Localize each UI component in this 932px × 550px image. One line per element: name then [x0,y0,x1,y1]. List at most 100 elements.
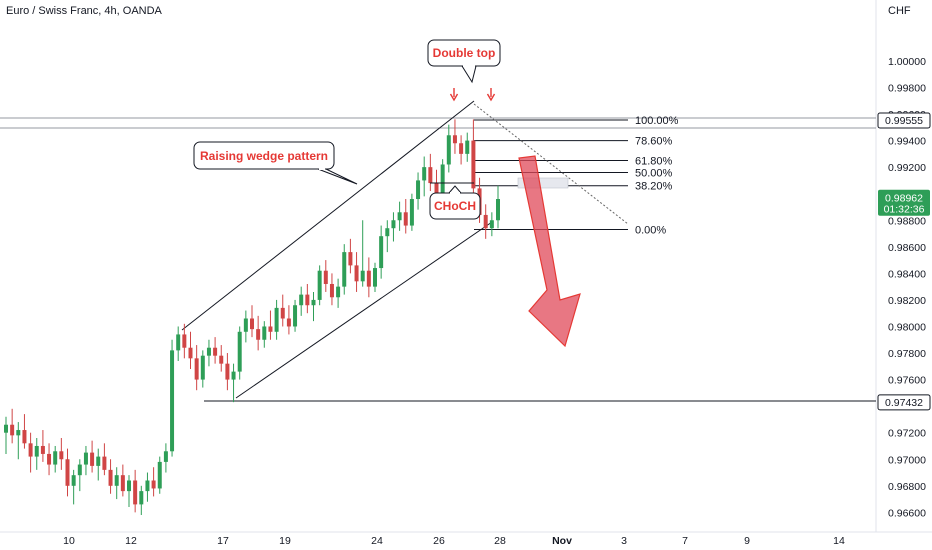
wedge-label: Raising wedge pattern [200,149,328,163]
candle-body [182,334,187,348]
y-tick-label: 0.96600 [888,507,926,519]
y-tick-label: 0.97600 [888,375,926,387]
double-top-label: Double top [433,46,496,60]
candle-body [34,445,39,457]
candle-body [483,214,488,229]
level-price-badge [877,112,931,129]
candle-body [83,452,88,465]
candle-body [206,347,211,356]
x-tick-label: 26 [433,535,445,547]
candle-body [323,270,328,284]
candle-body [385,228,390,237]
candle-body [28,443,33,457]
fib-highlight-zone [517,177,569,189]
candle-body [139,491,144,505]
double-top-callout[interactable]: Double top [427,39,501,84]
choch-label: CHoCH [434,199,476,213]
candle-body [293,305,298,327]
y-tick-label: 0.98200 [888,295,926,307]
x-tick-label: 10 [63,535,75,547]
candle-body [188,347,193,359]
candle-body [471,140,476,189]
candle-body [90,452,95,466]
candle-body [428,167,433,184]
candle-body [409,199,414,226]
x-tick-label: 12 [125,535,137,547]
candle-body [391,220,396,229]
candle-body [317,270,322,300]
candle-body [219,355,224,364]
y-tick-label: 0.99400 [888,136,926,148]
candle-body [225,363,230,380]
candle-body [434,183,439,194]
current-price-label: 0.98962 [885,193,923,205]
candle-body [268,326,273,332]
candle-body [329,283,334,298]
y-tick-label: 1.00000 [888,56,926,68]
candle-body [176,334,181,351]
candle-body [262,326,267,340]
candle-body [108,469,113,486]
double-top-arrow-left-icon [449,88,459,102]
candle-body [452,135,457,144]
fib-level-label: 100.00% [635,115,679,127]
candle-body [299,294,304,306]
wedge-upper-line[interactable] [181,100,475,331]
candle-body [379,236,384,269]
candle-body [77,464,82,476]
candle-body [243,318,248,332]
candle-body [422,167,427,181]
horizontal-levels [0,117,876,129]
candle-body [256,329,261,340]
candle-body [237,331,242,372]
candlestick-series [4,119,500,516]
x-tick-label: 28 [494,535,506,547]
candle-body [200,355,205,380]
candle-body [366,270,371,287]
candle-body [459,143,464,154]
x-tick-label: 7 [682,535,688,547]
candle-body [342,252,347,287]
x-tick-label: 14 [833,535,845,547]
candle-body [10,424,15,436]
candle-body [280,307,285,319]
currency-label: CHF [888,5,911,17]
level-price-label: 0.99555 [885,115,923,127]
candle-body [446,135,451,165]
candle-body [71,475,76,486]
wedge-callout[interactable]: Raising wedge pattern [193,141,358,185]
x-tick-label: 3 [621,535,627,547]
fib-level-label: 50.00% [635,167,673,179]
candle-body [127,480,131,492]
candle-body [440,164,445,194]
candle-body [4,424,8,433]
y-tick-label: 0.97200 [888,428,926,440]
candle-body [40,445,45,454]
y-tick-label: 0.98600 [888,242,926,254]
fib-trend-line [473,103,629,225]
candle-body [496,199,500,221]
candle-body [47,453,52,465]
time-axis[interactable]: 10 12 17 19 24 26 28 Nov 3 7 9 14 [63,535,845,547]
y-tick-label: 0.97000 [888,454,926,466]
candle-body [354,265,359,282]
x-tick-label: 19 [279,535,291,547]
fib-level-label: 78.60% [635,136,673,148]
candle-body [194,358,199,380]
candle-body [274,307,279,332]
candle-body [336,286,341,298]
y-tick-label: 0.99200 [888,162,926,174]
y-tick-label: 0.97800 [888,348,926,360]
x-tick-label: 9 [744,535,750,547]
candle-body [305,294,310,306]
candle-body [286,318,291,327]
wedge-lower-line[interactable] [235,221,493,399]
choch-callout[interactable]: CHoCH [429,185,481,220]
bearish-projection-arrow-icon[interactable] [518,155,581,348]
fibonacci-retracement[interactable]: 100.00% 78.60% 61.80%50.00% 38.20% 0.00% [474,115,679,237]
candle-body [157,461,162,489]
fib-level-label: 38.20% [635,181,673,193]
candle-body [373,268,377,287]
candle-body [348,252,353,266]
